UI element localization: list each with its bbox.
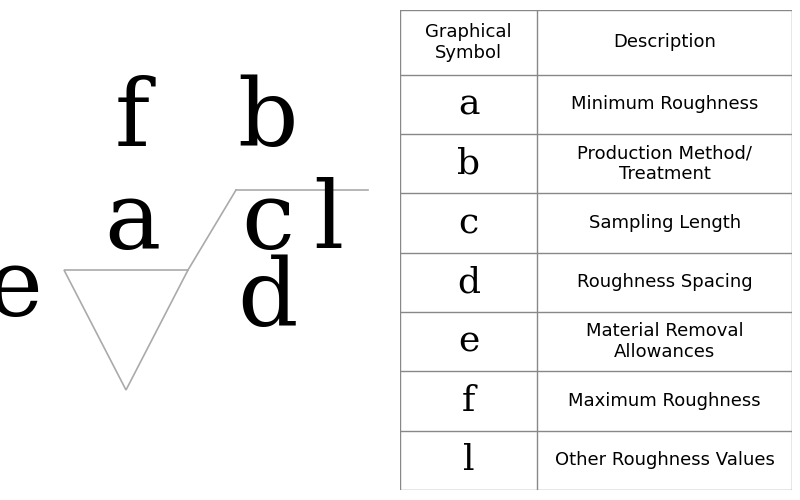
Text: c: c — [242, 178, 294, 268]
Text: Maximum Roughness: Maximum Roughness — [568, 392, 761, 410]
Text: c: c — [458, 206, 478, 240]
Text: d: d — [238, 255, 298, 345]
Text: Other Roughness Values: Other Roughness Values — [554, 452, 774, 469]
Text: Minimum Roughness: Minimum Roughness — [571, 96, 758, 114]
Text: Graphical
Symbol: Graphical Symbol — [426, 23, 512, 62]
Text: a: a — [104, 178, 160, 268]
Text: Roughness Spacing: Roughness Spacing — [577, 274, 753, 291]
Text: Material Removal
Allowances: Material Removal Allowances — [586, 322, 743, 361]
Text: e: e — [458, 324, 479, 358]
Text: f: f — [114, 75, 150, 165]
Text: f: f — [462, 384, 475, 418]
Text: Sampling Length: Sampling Length — [589, 214, 741, 232]
Text: e: e — [0, 245, 42, 335]
Text: b: b — [238, 75, 298, 165]
Text: l: l — [313, 178, 343, 268]
Text: Production Method/
Treatment: Production Method/ Treatment — [577, 144, 752, 183]
Text: d: d — [457, 266, 480, 300]
Text: b: b — [457, 147, 480, 181]
Text: Description: Description — [613, 34, 716, 52]
Text: a: a — [458, 88, 479, 122]
Text: l: l — [462, 444, 474, 478]
